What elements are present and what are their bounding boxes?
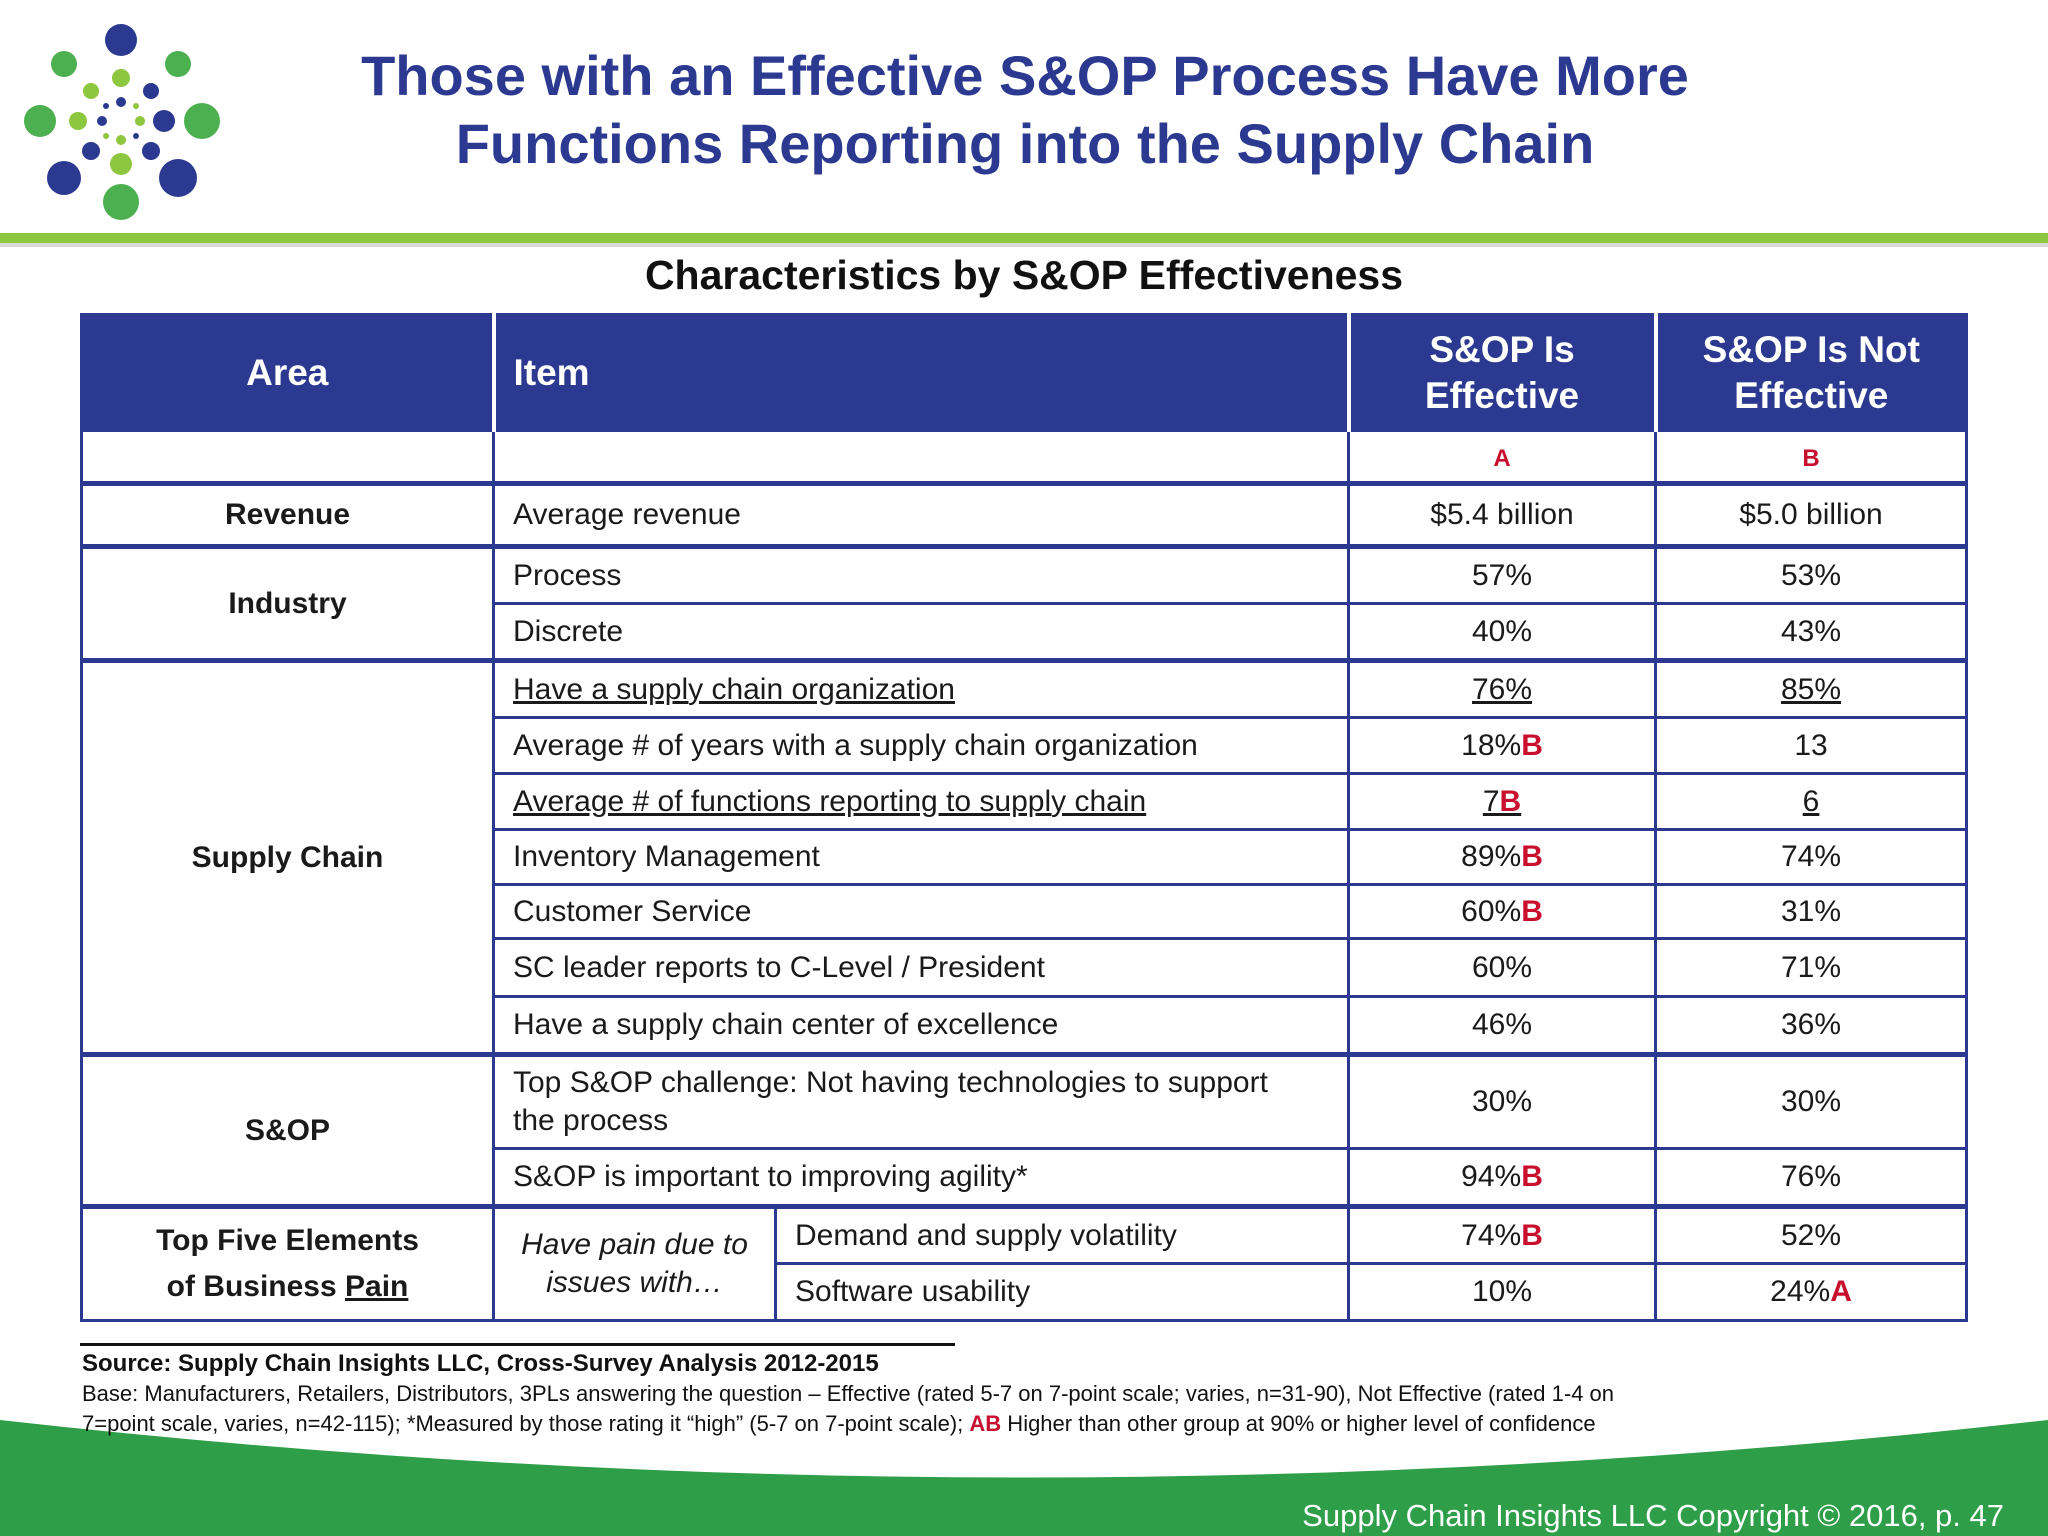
table-row: Discrete 40% 43% xyxy=(82,602,1969,662)
item-cell: Have a supply chain organization xyxy=(491,658,1351,719)
empty-cell xyxy=(491,429,1351,485)
value-not-effective: 53% xyxy=(1654,544,1969,605)
table-row: Customer Service 60%B 31% xyxy=(82,883,1969,940)
significance-marker: B xyxy=(1521,840,1543,873)
significance-marker: B xyxy=(1499,784,1522,818)
column-header-effective-line-1: S&OP Is xyxy=(1429,328,1575,370)
company-logo xyxy=(24,24,220,220)
column-header-not-effective-line-2: Effective xyxy=(1734,374,1889,416)
source-divider xyxy=(80,1343,955,1346)
value-effective: 40% xyxy=(1347,602,1658,662)
column-header-effective: S&OP Is Effective xyxy=(1347,313,1658,432)
value-not-effective: 43% xyxy=(1654,602,1969,662)
area-supply-chain: Supply Chain xyxy=(80,658,495,1056)
significance-marker: A xyxy=(1830,1275,1852,1308)
significance-marker: B xyxy=(1521,894,1543,928)
value-not-effective: 36% xyxy=(1654,995,1969,1056)
slide-title: Those with an Effective S&OP Process Hav… xyxy=(300,42,1750,178)
column-header-effective-line-2: Effective xyxy=(1424,374,1580,416)
significance-legend: AB xyxy=(969,1411,1002,1436)
table-row: Average # of years with a supply chain o… xyxy=(82,716,1969,775)
table-row: Supply Chain Have a supply chain organiz… xyxy=(80,658,1969,1056)
table-row: Revenue Average revenue $5.4 billion $5.… xyxy=(80,481,1969,548)
value-effective: $5.4 billion xyxy=(1347,481,1658,548)
column-header-not-effective-line-1: S&OP Is Not xyxy=(1702,328,1920,370)
column-header-item: Item xyxy=(491,313,1351,432)
item-cell: S&OP is important to improving agility* xyxy=(491,1147,1351,1208)
source-note: Source: Supply Chain Insights LLC, Cross… xyxy=(82,1350,879,1377)
area-revenue: Revenue xyxy=(80,481,495,548)
group-letter-not-effective: B xyxy=(1654,429,1969,485)
value-effective: 7B xyxy=(1347,772,1658,831)
header-divider xyxy=(0,233,2048,243)
value-not-effective: 30% xyxy=(1654,1052,1969,1150)
item-cell: Discrete xyxy=(491,602,1351,662)
area-industry: Industry xyxy=(80,544,495,662)
base-note-line-2: 7=point scale, varies, n=42-115); *Measu… xyxy=(82,1411,1596,1436)
value-effective: 94%B xyxy=(1347,1147,1658,1208)
table-row: Have a supply chain center of excellence… xyxy=(82,995,1969,1056)
item-cell: Customer Service xyxy=(491,883,1351,940)
item-cell: Top S&OP challenge: Not having technolog… xyxy=(491,1052,1351,1150)
value-not-effective: 74% xyxy=(1654,828,1969,886)
value-effective: 60% xyxy=(1347,937,1658,998)
item-cell: SC leader reports to C-Level / President xyxy=(491,937,1351,998)
value-not-effective: 52% xyxy=(1654,1204,1969,1265)
item-cell: Average # of functions reporting to supp… xyxy=(491,772,1351,831)
item-cell: Average # of years with a supply chain o… xyxy=(491,716,1351,775)
slide-title-line-2: Functions Reporting into the Supply Chai… xyxy=(455,112,1595,175)
area-business-pain: Top Five Elements of Business Pain xyxy=(80,1204,495,1322)
item-cell: Average revenue xyxy=(491,481,1351,548)
value-not-effective: 31% xyxy=(1654,883,1969,940)
table-row: S&OP is important to improving agility* … xyxy=(82,1147,1969,1208)
table-row: S&OP Top S&OP challenge: Not having tech… xyxy=(80,1052,1969,1208)
significance-marker: B xyxy=(1521,1218,1543,1252)
base-note-line-1: Base: Manufacturers, Retailers, Distribu… xyxy=(82,1381,1615,1406)
value-effective: 10% xyxy=(1347,1262,1658,1322)
empty-cell xyxy=(80,429,495,485)
footer-band xyxy=(0,1420,2048,1536)
value-not-effective: 24%A xyxy=(1654,1262,1969,1322)
header-divider-shadow xyxy=(0,243,2048,247)
table-row: Inventory Management 89%B 74% xyxy=(82,828,1969,886)
group-letter-row: A B xyxy=(80,429,1969,485)
characteristics-table: Area Item S&OP Is Effective S&OP Is Not … xyxy=(80,313,1969,1322)
value-not-effective: 6 xyxy=(1654,772,1969,831)
value-not-effective: 71% xyxy=(1654,937,1969,998)
table-row: Average # of functions reporting to supp… xyxy=(82,772,1969,831)
value-not-effective: 76% xyxy=(1654,1147,1969,1208)
slide-title-line-1: Those with an Effective S&OP Process Hav… xyxy=(361,44,1689,107)
value-effective: 18%B xyxy=(1347,716,1658,775)
table-row: Top Five Elements of Business Pain Have p… xyxy=(80,1204,1969,1322)
table-row: SC leader reports to C-Level / President… xyxy=(82,937,1969,998)
table-row: Software usability 10% 24%A xyxy=(82,1262,1969,1322)
value-effective: 46% xyxy=(1347,995,1658,1056)
value-effective: 89%B xyxy=(1347,828,1658,886)
table-row: Industry Process 57% 53% xyxy=(80,544,1969,662)
item-cell: Software usability xyxy=(773,1262,1351,1322)
value-not-effective: 85% xyxy=(1654,658,1969,719)
value-not-effective: 13 xyxy=(1654,716,1969,775)
footer-copyright: Supply Chain Insights LLC Copyright © 20… xyxy=(1302,1498,2004,1533)
value-effective: 60%B xyxy=(1347,883,1658,940)
area-sop: S&OP xyxy=(80,1052,495,1208)
item-cell: Have a supply chain center of excellence xyxy=(491,995,1351,1056)
base-note: Base: Manufacturers, Retailers, Distribu… xyxy=(82,1379,1982,1439)
pain-label: Have pain due to issues with… xyxy=(492,1204,777,1322)
significance-marker: B xyxy=(1521,728,1543,762)
column-header-not-effective: S&OP Is Not Effective xyxy=(1654,313,1969,432)
value-effective: 30% xyxy=(1347,1052,1658,1150)
item-cell: Process xyxy=(491,544,1351,605)
value-not-effective: $5.0 billion xyxy=(1654,481,1969,548)
table-title: Characteristics by S&OP Effectiveness xyxy=(644,252,1404,298)
group-letter-effective: A xyxy=(1347,429,1658,485)
significance-marker: B xyxy=(1521,1160,1543,1193)
value-effective: 74%B xyxy=(1347,1204,1658,1265)
table-header-row: Area Item S&OP Is Effective S&OP Is Not … xyxy=(80,313,1969,432)
value-effective: 57% xyxy=(1347,544,1658,605)
value-effective: 76% xyxy=(1347,658,1658,719)
item-cell: Inventory Management xyxy=(491,828,1351,886)
column-header-area: Area xyxy=(80,313,496,432)
item-cell: Demand and supply volatility xyxy=(773,1204,1351,1265)
